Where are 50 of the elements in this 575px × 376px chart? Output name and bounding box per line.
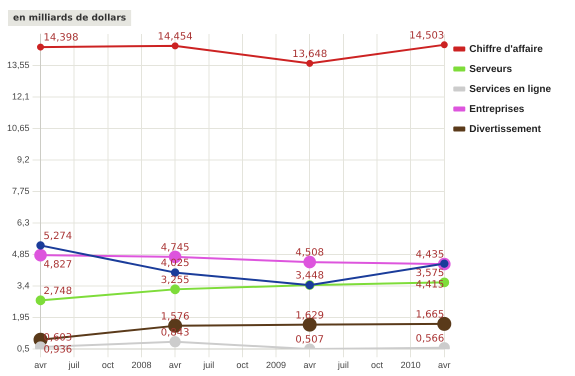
x-tick-label: juil [202,360,214,370]
data-label: 4,508 [295,248,324,259]
y-tick-label: 4,85 [12,249,30,260]
y-tick-label: 7,75 [12,186,30,196]
data-label: 14,398 [44,32,79,44]
data-label: 4,435 [416,249,444,260]
legend-label: Services en ligne [469,84,552,95]
y-tick-label: 12,1 [12,92,30,102]
legend-label: Serveurs [469,64,513,75]
y-tick-label: 1,95 [12,312,30,322]
x-tick-label: oct [236,360,249,370]
legend-label: Entreprises [469,104,525,115]
x-tick-label: avr [303,360,316,370]
x-tick-label: 2010 [400,360,421,370]
data-label: 4,745 [160,242,190,254]
data-label: 1,576 [160,311,190,322]
y-tick-label: 13,55 [6,60,30,70]
x-tick-label: 2008 [131,360,152,370]
data-label: 1,629 [295,310,324,322]
data-label: 0,936 [44,344,72,356]
y-tick-label: 9,2 [17,154,30,165]
data-label: 4,827 [44,260,72,271]
y-tick-label: 0,5 [17,344,30,354]
data-label: 13,648 [292,48,328,60]
legend-label: Divertissement [469,124,542,135]
x-tick-label: juil [336,360,349,370]
y-tick-label: 3,4 [17,280,30,291]
data-label: 5,274 [44,231,72,242]
data-label: 14,454 [158,31,193,42]
x-tick-label: oct [102,360,114,370]
x-tick-label: avr [168,360,182,370]
data-label: 0,507 [295,334,324,346]
x-tick-label: oct [370,360,384,370]
data-label: 0,566 [416,333,444,344]
x-tick-label: juil [68,360,80,370]
data-label: 1,665 [416,309,444,320]
x-tick-label: avr [438,360,451,370]
x-tick-label: 2009 [266,360,286,370]
legend-label: Chiffre d'affaire [469,44,544,55]
data-label: 3,448 [295,270,324,282]
data-label: 14,503 [409,30,444,42]
data-label: 4,025 [160,258,190,270]
data-label: 3,575 [416,268,444,279]
y-tick-label: 6,3 [17,218,30,228]
x-tick-label: avr [34,360,47,370]
y-tick-label: 10,65 [6,123,30,134]
data-label: 2,748 [44,286,72,297]
data-label: 3,255 [160,274,190,286]
y-axis-title: en milliards de dollars [13,13,126,24]
data-label: 0,843 [160,327,190,338]
